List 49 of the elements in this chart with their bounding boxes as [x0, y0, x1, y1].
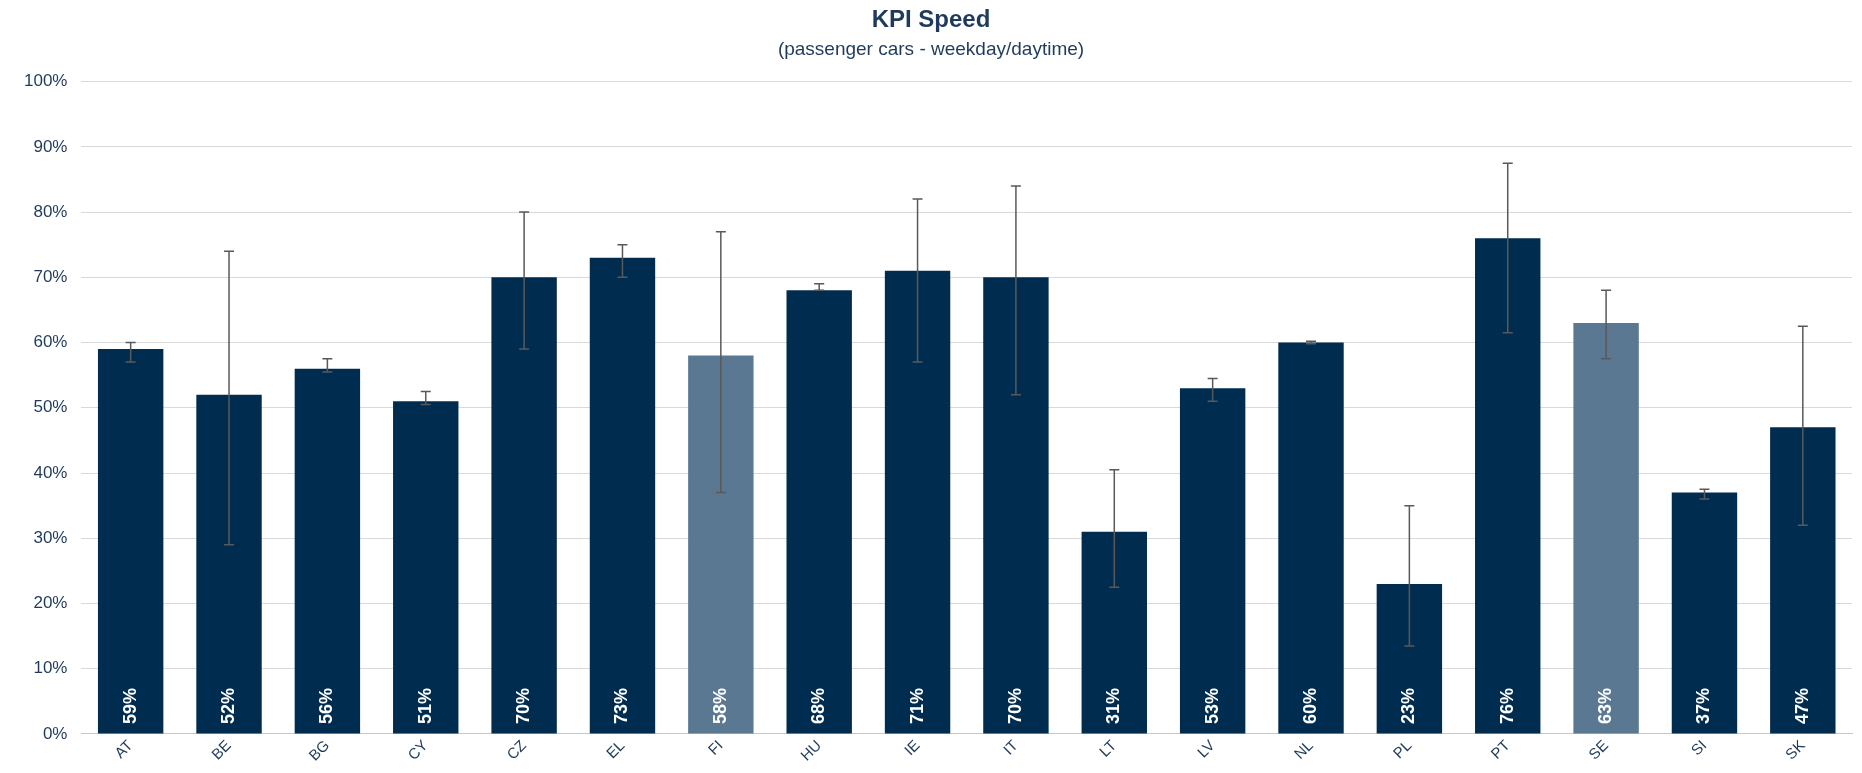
data-label: 63% [1595, 687, 1616, 724]
data-label: 51% [414, 687, 435, 724]
y-tick-label: 80% [33, 201, 68, 221]
x-tick-label: EL [602, 736, 628, 762]
x-tick-label: PT [1487, 736, 1513, 762]
data-label: 47% [1791, 687, 1812, 724]
chart-title: KPI Speed [871, 5, 991, 33]
y-tick-label: 100% [24, 71, 68, 91]
data-label: 71% [906, 687, 927, 724]
x-tick-label: BG [305, 736, 333, 764]
data-label: 37% [1693, 687, 1714, 724]
data-label: 60% [1299, 687, 1320, 724]
y-tick-label: 50% [33, 397, 68, 417]
data-label: 59% [119, 687, 140, 724]
data-label: 70% [513, 687, 534, 724]
y-tick-label: 70% [33, 266, 68, 286]
chart-subtitle: (passenger cars - weekday/daytime) [777, 38, 1085, 60]
x-tick-label: BE [207, 736, 235, 763]
data-label: 31% [1103, 687, 1124, 724]
y-tick-label: 10% [33, 658, 68, 678]
data-label: 53% [1201, 687, 1222, 724]
y-tick-label: 60% [33, 332, 68, 352]
x-tick-label: CY [404, 736, 431, 764]
data-label: 23% [1398, 687, 1419, 724]
data-label: 73% [611, 687, 632, 724]
x-tick-label: HU [796, 736, 825, 764]
y-tick-label: 40% [33, 462, 68, 482]
x-tick-label: CZ [503, 736, 530, 763]
x-tick-label: IT [999, 736, 1021, 758]
y-tick-label: 0% [42, 723, 68, 743]
x-tick-label: LV [1193, 736, 1218, 761]
x-tick-label: SE [1584, 736, 1612, 763]
data-label: 70% [1004, 687, 1025, 724]
data-label: 52% [217, 687, 238, 724]
data-label: 76% [1496, 687, 1517, 724]
x-tick-label: PL [1389, 736, 1415, 762]
x-tick-label: FI [704, 736, 726, 758]
x-tick-label: LT [1095, 736, 1120, 760]
data-label: 56% [316, 687, 337, 724]
data-label: 58% [709, 687, 730, 724]
y-tick-label: 90% [33, 136, 68, 156]
x-tick-label: SK [1781, 736, 1808, 763]
y-tick-label: 30% [33, 527, 68, 547]
x-tick-label: SI [1687, 736, 1710, 759]
data-label: 68% [808, 687, 829, 724]
y-tick-label: 20% [33, 593, 68, 613]
x-tick-label: IE [900, 736, 923, 759]
x-tick-label: AT [110, 736, 136, 762]
x-tick-label: NL [1290, 736, 1317, 762]
